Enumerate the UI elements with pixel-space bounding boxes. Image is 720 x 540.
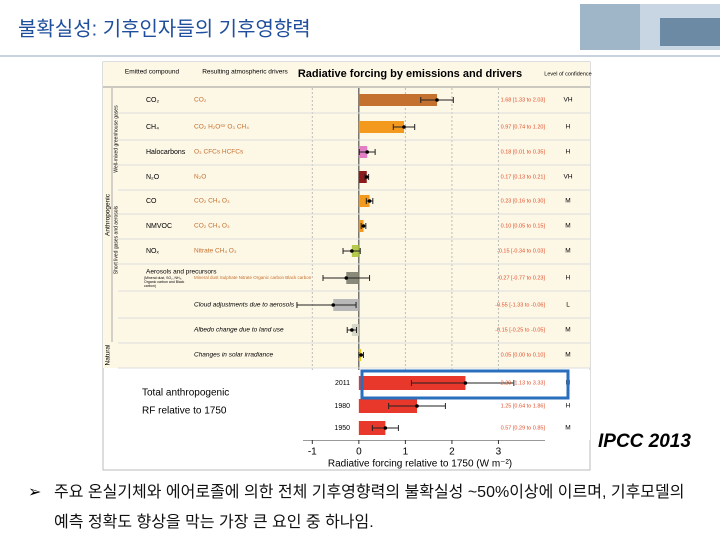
year-label: 2011	[335, 380, 350, 387]
x-axis-label: Radiative forcing relative to 1750 (W m⁻…	[328, 459, 512, 470]
compound-note: (Mineral dust, SO₂, NH₃, Organic carbon …	[144, 276, 185, 288]
confidence: H	[566, 124, 571, 131]
confidence: H	[566, 403, 571, 410]
header-title: Radiative forcing by emissions and drive…	[298, 68, 522, 80]
bar	[358, 399, 418, 413]
bar	[358, 121, 404, 133]
totals-label: RF relative to 1750	[142, 406, 227, 417]
value-label: 0.17 [0.13 to 0.21]	[501, 174, 546, 180]
drivers: Cloud adjustments due to aerosols	[194, 302, 295, 309]
compound: CH₄	[146, 124, 159, 131]
value-label: 0.18 [0.01 to 0.35]	[501, 149, 546, 155]
value-dot	[350, 249, 354, 253]
compound: CO₂	[146, 97, 160, 104]
compound: NOₓ	[146, 248, 160, 255]
header-resulting: Resulting atmospheric drivers	[202, 69, 288, 76]
group-label: Natural	[105, 344, 112, 366]
header-confidence: Level of confidence	[544, 71, 591, 77]
value-label: 0.05 [0.00 to 0.10]	[501, 352, 546, 358]
value-label: 1.68 [1.33 to 2.03]	[501, 97, 546, 103]
value-label: -0.15 [-0.25 to -0.05]	[495, 327, 545, 333]
confidence: VH	[563, 174, 572, 181]
drivers: CO₂ CH₄ O₃	[194, 223, 230, 230]
compound: CO	[146, 198, 157, 205]
compound: Halocarbons	[146, 149, 186, 156]
value-dot	[344, 276, 349, 280]
year-label: 1980	[334, 403, 350, 410]
totals-panel	[112, 370, 590, 440]
drivers: Albedo change due to land use	[193, 327, 284, 334]
value-label: 0.97 [0.74 to 1.20]	[501, 124, 546, 130]
confidence: H	[566, 275, 571, 282]
bar	[358, 171, 367, 183]
bar	[358, 94, 438, 106]
value-label: 1.25 [0.64 to 1.86]	[501, 403, 546, 409]
drivers: Nitrate CH₄ O₃	[194, 248, 237, 255]
value-dot	[364, 175, 369, 179]
value-dot	[359, 353, 363, 357]
source-label: IPCC 2013	[598, 431, 691, 452]
bullet-text: 주요 온실기체와 에어로졸에 의한 전체 기후영향력의 불확실성 ~50%이상에…	[54, 484, 685, 531]
figure: Emitted compound Resulting atmospheric dr…	[103, 68, 592, 470]
drivers: CO₂ H₂Oˢᵗʳ O₃ CH₄	[194, 124, 249, 131]
bar	[358, 195, 370, 207]
confidence: L	[566, 302, 570, 309]
drivers: CO₂ CH₄ O₃	[194, 198, 230, 205]
header-image-part	[580, 4, 640, 50]
slide-title: 불확실성: 기후인자들의 기후영향력	[18, 17, 311, 40]
value-label: -0.55 [-1.33 to -0.06]	[495, 302, 545, 308]
highlight-box	[360, 369, 570, 400]
x-tick-label: 1	[403, 447, 409, 458]
compound: Aerosols and precursors	[146, 269, 217, 276]
value-dot	[350, 328, 354, 332]
group-label: Short lived gases and aerosols	[113, 205, 119, 274]
confidence: M	[565, 352, 570, 359]
x-tick-label: -1	[308, 447, 317, 458]
drivers: Changes in solar irradiance	[194, 352, 274, 359]
figure-panel	[103, 62, 590, 368]
value-dot	[415, 404, 419, 408]
value-label: 2.29 [1.13 to 3.33]	[501, 380, 546, 386]
confidence: VH	[563, 97, 572, 104]
confidence: M	[565, 198, 570, 205]
confidence: M	[565, 327, 570, 334]
totals-label: Total anthropogenic	[142, 388, 229, 399]
bullet-marker: ➢	[28, 484, 42, 501]
x-tick-label: 3	[496, 447, 502, 458]
value-dot	[361, 224, 366, 228]
confidence: H	[566, 149, 571, 156]
confidence: M	[565, 248, 570, 255]
group-label: Anthropogenic	[105, 193, 112, 236]
value-label: -0.15 [-0.34 to 0.03]	[497, 248, 545, 254]
confidence: M	[565, 425, 570, 432]
drivers: Mineral dust Sulphate Nitrate Organic ca…	[194, 275, 312, 280]
value-dot	[402, 125, 406, 129]
value-dot	[383, 426, 388, 430]
header-image-part	[660, 18, 720, 46]
compound: NMVOC	[146, 223, 172, 230]
confidence: M	[565, 223, 570, 230]
value-dot	[463, 381, 468, 385]
value-dot	[365, 150, 370, 154]
value-dot	[435, 98, 439, 102]
header-emitted: Emitted compound	[125, 69, 180, 76]
value-dot	[367, 199, 372, 203]
value-dot	[331, 303, 336, 307]
x-tick-label: 0	[356, 447, 362, 458]
compound: N₂O	[146, 174, 160, 181]
year-label: 1950	[334, 425, 350, 432]
drivers: CO₂	[194, 97, 207, 104]
group-label: Well-mixed greenhouse gases	[113, 105, 119, 173]
compound-note-text: (Mineral dust, SO₂, NH₃, Organic carbon …	[144, 276, 185, 288]
drivers: O₃ CFCs HCFCs	[194, 149, 244, 156]
value-label: 0.23 [0.16 to 0.30]	[501, 198, 546, 204]
x-tick-label: 2	[449, 447, 455, 458]
drivers: N₂O	[194, 174, 206, 181]
value-label: -0.27 [-0.77 to 0.23]	[497, 275, 545, 281]
value-label: 0.10 [0.05 to 0.15]	[501, 223, 546, 229]
value-label: 0.57 [0.29 to 0.85]	[501, 425, 546, 431]
